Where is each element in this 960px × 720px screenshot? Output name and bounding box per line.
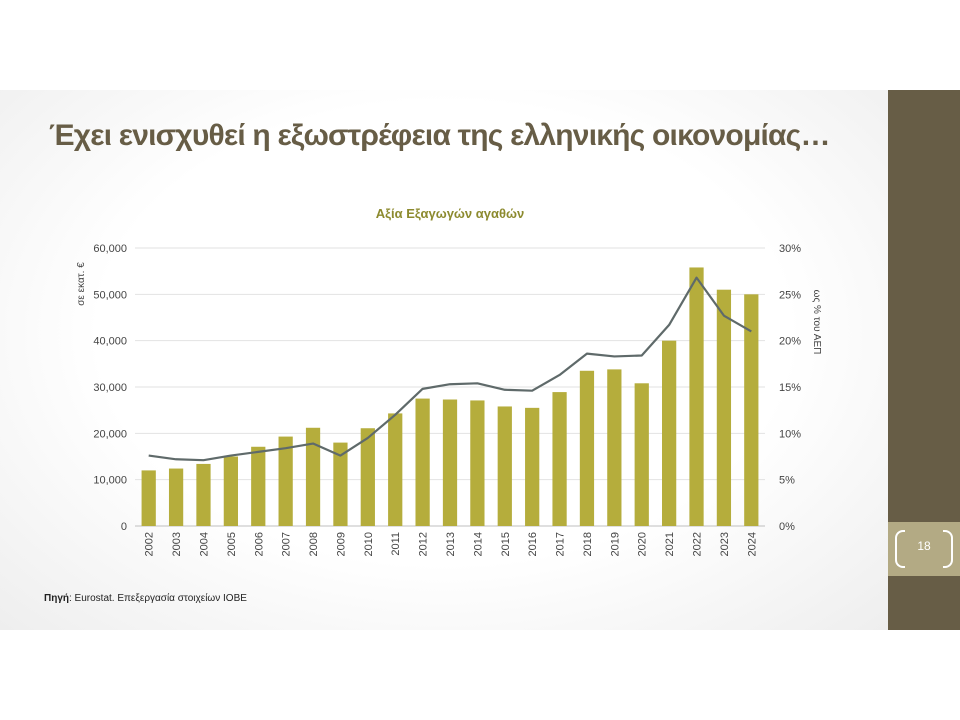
y2-tick-label: 10% xyxy=(779,428,801,440)
bar-2024 xyxy=(744,294,759,526)
x-tick-label: 2015 xyxy=(500,532,512,556)
y-tick-label: 10,000 xyxy=(93,475,127,487)
x-tick-label: 2018 xyxy=(582,532,594,556)
y-axis-label: σε εκατ. € xyxy=(76,262,87,306)
bar-2018 xyxy=(579,370,595,526)
bar-2017 xyxy=(552,392,567,526)
x-tick-label: 2011 xyxy=(390,532,402,556)
x-tick-label: 2007 xyxy=(281,532,293,556)
bar-2023 xyxy=(716,289,732,526)
y2-tick-label: 5% xyxy=(779,475,795,487)
x-tick-label: 2009 xyxy=(335,532,347,556)
source-note: Πηγή: Eurostat. Επεξεργασία στοιχείων ΙΟ… xyxy=(44,593,247,604)
y-tick-label: 60,000 xyxy=(93,243,127,255)
bar-2007 xyxy=(278,436,293,526)
x-tick-label: 2005 xyxy=(226,532,238,556)
y2-tick-label: 20% xyxy=(779,336,801,348)
x-tick-label: 2004 xyxy=(198,532,210,556)
bar-2020 xyxy=(634,383,649,526)
bar-2002 xyxy=(141,470,156,526)
export-share-gdp-line xyxy=(148,276,752,462)
bar-2006 xyxy=(251,446,266,526)
slide: 18 Έχει ενισχυθεί η εξωστρέφεια της ελλη… xyxy=(0,90,960,630)
chart-title: Αξία Εξαγωγών αγαθών xyxy=(376,206,524,221)
x-tick-label: 2014 xyxy=(472,532,484,556)
x-tick-label: 2017 xyxy=(555,532,567,556)
x-tick-label: 2021 xyxy=(664,532,676,556)
x-tick-label: 2023 xyxy=(719,532,731,556)
x-tick-label: 2016 xyxy=(527,532,539,556)
x-tick-label: 2003 xyxy=(171,532,183,556)
bar-2010 xyxy=(360,428,375,526)
bar-2014 xyxy=(470,400,485,526)
y2-tick-label: 25% xyxy=(779,289,801,301)
bar-2015 xyxy=(497,406,512,526)
source-label: Πηγή xyxy=(44,593,69,604)
x-tick-label: 2012 xyxy=(418,532,430,556)
y2-tick-label: 0% xyxy=(779,521,795,533)
bar-2022 xyxy=(689,267,704,526)
x-tick-label: 2024 xyxy=(746,532,758,556)
x-tick-label: 2002 xyxy=(144,532,156,556)
bar-2012 xyxy=(415,398,430,526)
bar-2011 xyxy=(388,413,403,526)
bar-2013 xyxy=(442,399,458,526)
source-text: : Eurostat. Επεξεργασία στοιχείων ΙΟΒΕ xyxy=(69,593,247,604)
bar-2008 xyxy=(305,427,321,526)
bar-2021 xyxy=(662,340,677,526)
x-tick-label: 2006 xyxy=(253,532,265,556)
x-tick-label: 2010 xyxy=(363,532,375,556)
right-bracket-icon xyxy=(943,530,953,568)
y2-axis-label: ως % του ΑΕΠ xyxy=(811,290,822,355)
y-tick-label: 20,000 xyxy=(93,428,127,440)
x-tick-label: 2020 xyxy=(637,532,649,556)
y-tick-label: 40,000 xyxy=(93,336,127,348)
y2-tick-label: 15% xyxy=(779,382,801,394)
y-tick-label: 30,000 xyxy=(93,382,127,394)
page-number-box: 18 xyxy=(888,522,960,576)
bar-2003 xyxy=(168,468,184,526)
slide-title: Έχει ενισχυθεί η εξωστρέφεια της ελληνικ… xyxy=(49,119,830,152)
bar-2009 xyxy=(333,442,348,526)
y2-tick-label: 30% xyxy=(779,243,801,255)
bar-2005 xyxy=(223,456,238,526)
bar-2019 xyxy=(607,369,622,526)
slide-background xyxy=(0,90,888,630)
left-bracket-icon xyxy=(895,530,905,568)
y-tick-label: 0 xyxy=(121,521,127,533)
export-chart: Αξία Εξαγωγών αγαθών σε εκατ. € ως % του… xyxy=(76,206,822,556)
page-number: 18 xyxy=(917,539,931,553)
x-tick-label: 2013 xyxy=(445,532,457,556)
bar-2004 xyxy=(196,463,211,526)
y-tick-label: 50,000 xyxy=(93,289,127,301)
bar-2016 xyxy=(525,407,540,526)
x-tick-label: 2022 xyxy=(692,532,704,556)
x-tick-label: 2019 xyxy=(609,532,621,556)
x-tick-label: 2008 xyxy=(308,532,320,556)
